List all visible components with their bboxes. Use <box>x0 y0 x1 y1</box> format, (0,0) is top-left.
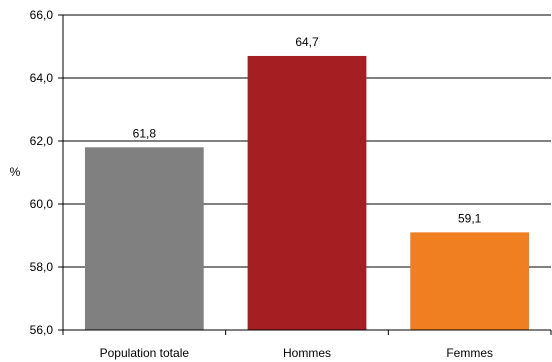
y-tick-label: 58,0 <box>30 260 54 274</box>
bars <box>84 55 530 330</box>
data-label: 61,8 <box>133 126 157 140</box>
data-label: 59,1 <box>458 211 482 225</box>
data-labels: 61,8 64,7 59,1 <box>133 35 482 225</box>
bar-3 <box>410 232 530 330</box>
y-tick-label: 60,0 <box>30 197 54 211</box>
y-tick-labels: 56,0 58,0 60,0 62,0 64,0 66,0 <box>30 8 54 337</box>
category-labels: Population totale Hommes Femmes <box>100 346 493 360</box>
category-label: Femmes <box>446 346 493 360</box>
y-tick-label: 64,0 <box>30 71 54 85</box>
y-tick-label: 62,0 <box>30 134 54 148</box>
y-tick-label: 56,0 <box>30 323 54 337</box>
bar-1 <box>84 147 204 330</box>
y-axis-title: % <box>10 165 21 179</box>
category-label: Population totale <box>100 346 190 360</box>
category-label: Hommes <box>283 346 331 360</box>
axes <box>58 14 552 335</box>
data-label: 64,7 <box>295 35 319 49</box>
y-tick-label: 66,0 <box>30 8 54 22</box>
bar-2 <box>247 55 367 330</box>
